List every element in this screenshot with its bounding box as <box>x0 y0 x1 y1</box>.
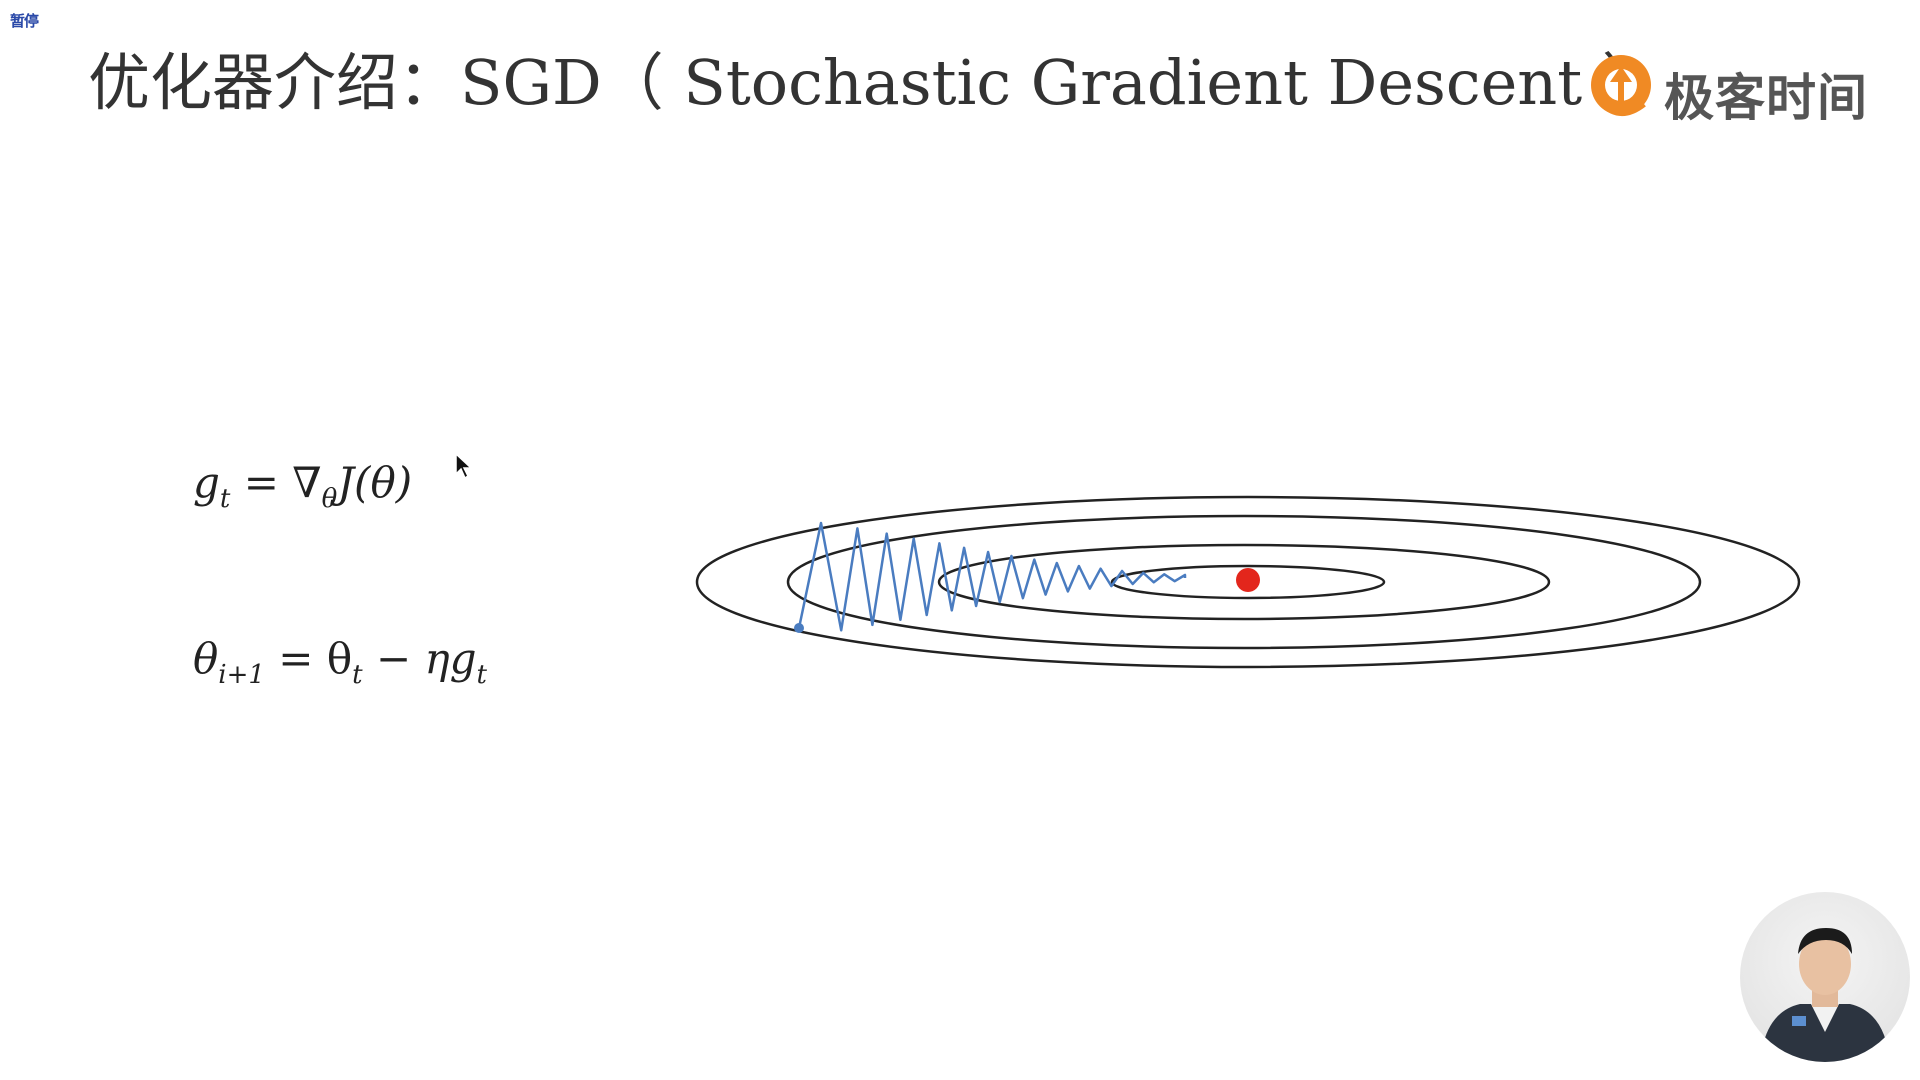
geektime-logo-icon <box>1591 55 1651 116</box>
pause-badge: 暂停 <box>10 12 39 30</box>
contour-3 <box>937 543 1551 621</box>
contour-inner <box>1110 564 1386 600</box>
arrow-cursor-icon <box>455 452 473 480</box>
brand-logo: 极客时间 <box>1588 52 1878 127</box>
presenter-webcam <box>1740 892 1910 1062</box>
update-formula: θi+1 = θt − ηgt <box>193 634 487 690</box>
brand-name: 极客时间 <box>1664 69 1868 127</box>
contour-2 <box>786 514 1702 650</box>
contour-lines <box>695 495 1801 669</box>
slide-title: 优化器介绍：SGD（ Stochastic Gradient Descent ） <box>88 46 1664 119</box>
optimum-point <box>1236 568 1260 592</box>
contour-outer <box>695 495 1801 669</box>
path-start-point <box>794 623 804 633</box>
presenter-silhouette <box>1760 928 1890 1062</box>
gradient-formula: gt = ∇θJ(θ) <box>193 458 413 514</box>
sgd-path <box>797 521 1187 632</box>
